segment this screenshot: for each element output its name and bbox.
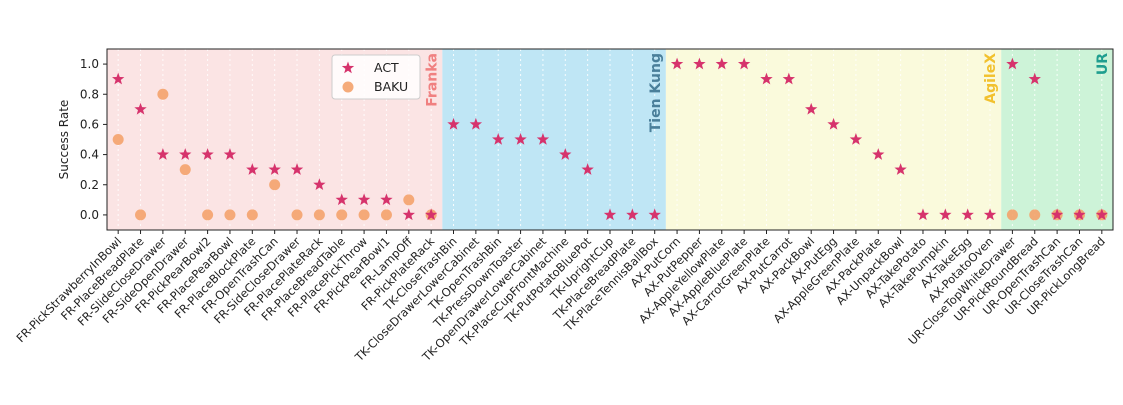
region-labels: Franka Tien Kung AgileX UR (424, 53, 1111, 132)
baku-point (135, 209, 147, 221)
baku-point (112, 134, 124, 145)
act-point (916, 208, 930, 221)
act-point (380, 193, 393, 206)
baku-point (224, 209, 236, 221)
act-point (827, 117, 840, 130)
act-point (894, 163, 907, 175)
act-point (268, 163, 281, 175)
act-point (492, 133, 505, 145)
baku-point (380, 209, 392, 221)
act-point (223, 148, 237, 160)
baku-point (202, 209, 214, 221)
act-point (715, 57, 728, 70)
act-point (112, 72, 125, 85)
act-point (648, 208, 661, 221)
baku-point (1029, 209, 1041, 221)
act-point (156, 148, 170, 160)
act-point (469, 117, 483, 130)
y-tick-label: 1.0 (80, 57, 99, 71)
act-point (357, 193, 371, 206)
act-point (179, 148, 192, 160)
baku-point (246, 209, 258, 221)
act-point (849, 133, 863, 145)
act-point (447, 117, 460, 130)
baku-point (157, 88, 169, 100)
region-label: Franka (424, 53, 440, 107)
act-point (626, 208, 639, 221)
legend-act-label: ACT (374, 60, 399, 75)
act-point (134, 102, 147, 115)
act-point (1095, 208, 1108, 221)
baku-point (179, 164, 191, 176)
act-point (1073, 208, 1086, 221)
act-point (402, 208, 415, 221)
y-tick-label: 0.2 (80, 178, 99, 192)
baku-point (403, 194, 415, 206)
act-point (939, 208, 952, 221)
y-tick-label: 0.4 (80, 148, 99, 162)
act-point (313, 178, 326, 191)
act-point (559, 148, 572, 160)
act-point (246, 163, 259, 175)
act-point (1006, 57, 1019, 70)
act-point (805, 102, 818, 115)
baku-point (313, 209, 325, 221)
y-tick-label: 0.0 (80, 208, 99, 222)
act-point (983, 208, 997, 221)
region-label: Tien Kung (648, 53, 664, 132)
baku-point (358, 209, 370, 221)
data-points (112, 57, 1108, 221)
y-tick-label: 0.8 (80, 87, 99, 101)
baku-point (336, 209, 348, 221)
region-label: UR (1095, 53, 1111, 75)
act-point (782, 72, 796, 85)
baku-point (291, 209, 303, 221)
act-point (201, 148, 214, 160)
act-point (760, 72, 773, 85)
act-point (961, 208, 974, 221)
act-point (693, 57, 706, 70)
act-point (1028, 72, 1041, 85)
act-point (536, 133, 550, 145)
act-point (514, 133, 527, 145)
act-point (581, 163, 594, 175)
act-point (290, 163, 304, 175)
region-tien-kung (442, 49, 666, 230)
y-axis-title: Success Rate (57, 100, 71, 180)
act-point (1050, 208, 1064, 221)
act-point (872, 148, 885, 160)
legend: ACT BAKU (331, 54, 421, 100)
baku-point (1006, 209, 1018, 221)
legend-baku-label: BAKU (374, 79, 408, 94)
act-point (670, 57, 684, 70)
y-tick-label: 0.6 (80, 117, 99, 131)
act-point (603, 208, 617, 221)
act-point (424, 208, 438, 221)
act-point (335, 193, 348, 206)
legend-baku-marker (342, 81, 354, 93)
baku-point (269, 179, 281, 191)
region-label: AgileX (983, 53, 999, 104)
act-point (737, 57, 751, 70)
legend-act-marker (341, 61, 355, 74)
